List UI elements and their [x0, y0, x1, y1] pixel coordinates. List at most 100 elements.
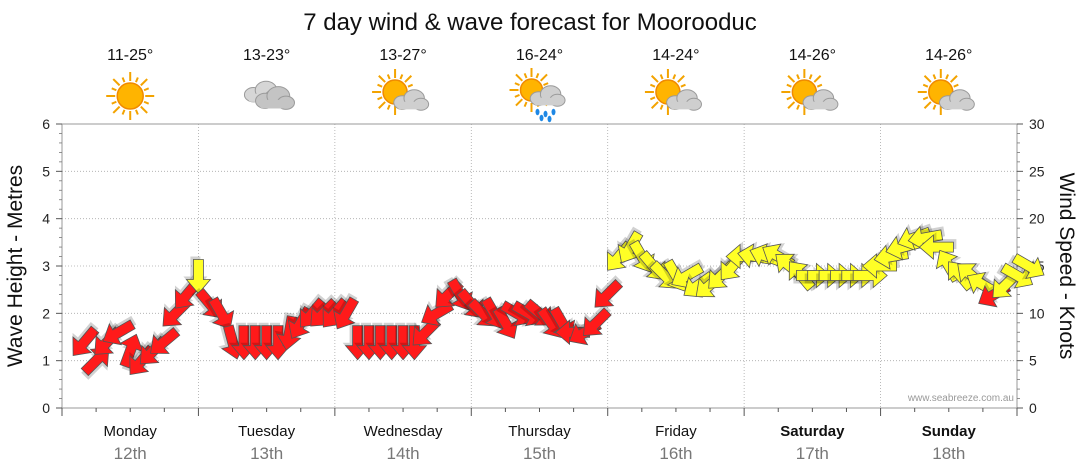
sun-ray — [923, 75, 932, 83]
wind-arrow-shape — [333, 296, 360, 330]
day-date: 14th — [387, 444, 420, 463]
x-axis — [61, 408, 1018, 416]
wind-arrow — [583, 303, 612, 336]
day-temperature: 16-24° — [516, 47, 563, 64]
partly-cloudy-icon — [372, 69, 430, 115]
partly-cloudy-icon — [644, 69, 702, 115]
sun-ray — [535, 72, 540, 79]
weather-row: 11-25° 13-23° 13-27° 16-24° 14-24° 14-26° 14-2… — [106, 47, 975, 123]
sun-ray — [112, 78, 121, 87]
day-name: Friday — [655, 423, 697, 440]
wind-arrow-shape — [185, 259, 212, 295]
sun-ray — [378, 75, 386, 83]
sun-ray — [121, 109, 126, 115]
sun-ray — [813, 75, 822, 83]
day-date: 18th — [932, 444, 965, 463]
sun-ray — [135, 77, 139, 83]
sun-ray — [121, 77, 126, 83]
left-tick-label: 0 — [42, 400, 50, 416]
left-tick-label: 1 — [42, 353, 50, 369]
rain-drop — [547, 115, 552, 123]
wind-arrow-shape — [208, 296, 235, 330]
day-temperature: 14-24° — [652, 47, 699, 64]
sun-ray — [543, 82, 549, 86]
sun-ray — [378, 101, 386, 109]
right-axis-label: Wind Speed - Knots — [1055, 173, 1078, 360]
left-tick-label: 4 — [42, 211, 50, 227]
sun-ray — [112, 105, 121, 114]
sun-ray — [659, 104, 664, 110]
cloud-base — [397, 101, 427, 110]
sun-ray — [816, 83, 823, 88]
day-temperature: 14-26° — [789, 47, 836, 64]
chart-title: 7 day wind & wave forecast for Moorooduc — [303, 9, 757, 36]
sun-ray — [796, 74, 800, 80]
left-axis-label: Wave Height - Metres — [4, 165, 27, 367]
day-date: 13th — [250, 444, 283, 463]
left-tick-label: 2 — [42, 305, 50, 321]
day-name: Monday — [104, 423, 158, 440]
rain-drop — [543, 110, 548, 118]
wind-arrow — [119, 333, 145, 372]
sun-ray — [140, 78, 148, 87]
wind-arrow — [1007, 253, 1045, 280]
wind-arrow — [150, 323, 181, 354]
sun-ray — [523, 101, 528, 108]
wind-arrow — [332, 292, 360, 330]
sun-ray — [923, 101, 932, 109]
sun-ray — [677, 75, 685, 83]
right-tick-label: 5 — [1029, 353, 1037, 369]
wind-arrow — [204, 295, 235, 330]
day-name: Wednesday — [364, 423, 443, 440]
right-tick-label: 0 — [1029, 400, 1037, 416]
right-tick-label: 25 — [1029, 163, 1045, 179]
wind-arrow — [594, 275, 624, 308]
sun-ray — [949, 75, 958, 83]
right-tick-label: 10 — [1029, 305, 1045, 321]
rain-drop — [551, 108, 556, 116]
cloud-base — [942, 101, 972, 110]
cloud-base — [670, 101, 699, 110]
cloud-base — [259, 99, 292, 109]
partly-cloudy-icon — [917, 69, 975, 115]
sun-ray — [932, 104, 937, 110]
sun-ray — [399, 74, 404, 80]
wind-arrow-shape — [150, 327, 181, 354]
sun-disc — [116, 82, 144, 110]
sun-ray — [111, 100, 117, 105]
wind-arrow — [183, 256, 212, 295]
sun-ray — [808, 74, 813, 80]
wind-arrow-shape — [72, 325, 100, 356]
sun-ray — [786, 96, 792, 101]
left-axis: 0 1 2 3 4 5 6 — [42, 116, 62, 416]
sun-ray — [680, 83, 686, 88]
wind-arrow-shape — [594, 278, 624, 308]
wind-arrow — [918, 232, 957, 260]
sun-ray — [649, 83, 656, 88]
sun-ray — [932, 74, 937, 80]
day-date: 12th — [114, 444, 147, 463]
left-tick-label: 3 — [42, 258, 50, 274]
right-tick-label: 30 — [1029, 116, 1045, 132]
sun-ray — [786, 83, 792, 88]
sun-ray — [143, 87, 150, 92]
day-name: Saturday — [780, 423, 845, 440]
sun-ray — [386, 104, 391, 110]
wind-arrow-shape — [918, 234, 954, 260]
sun-ray — [787, 75, 796, 83]
sun-ray — [672, 74, 677, 80]
cloudy-icon — [243, 80, 295, 110]
left-tick-label: 5 — [42, 163, 50, 179]
sun-ray — [650, 75, 659, 83]
sun-ray — [659, 74, 664, 80]
day-temperature: 14-26° — [925, 47, 972, 64]
sun-ray — [945, 74, 949, 80]
sun-ray — [539, 73, 548, 82]
day-name: Sunday — [922, 423, 977, 440]
sun-ray — [515, 98, 524, 107]
day-date: 15th — [523, 444, 556, 463]
cloud-base — [533, 97, 563, 106]
day-labels: Monday 12th Tuesday 13th Wednesday 14th Thursd… — [104, 423, 977, 463]
sun-ray — [523, 72, 528, 79]
